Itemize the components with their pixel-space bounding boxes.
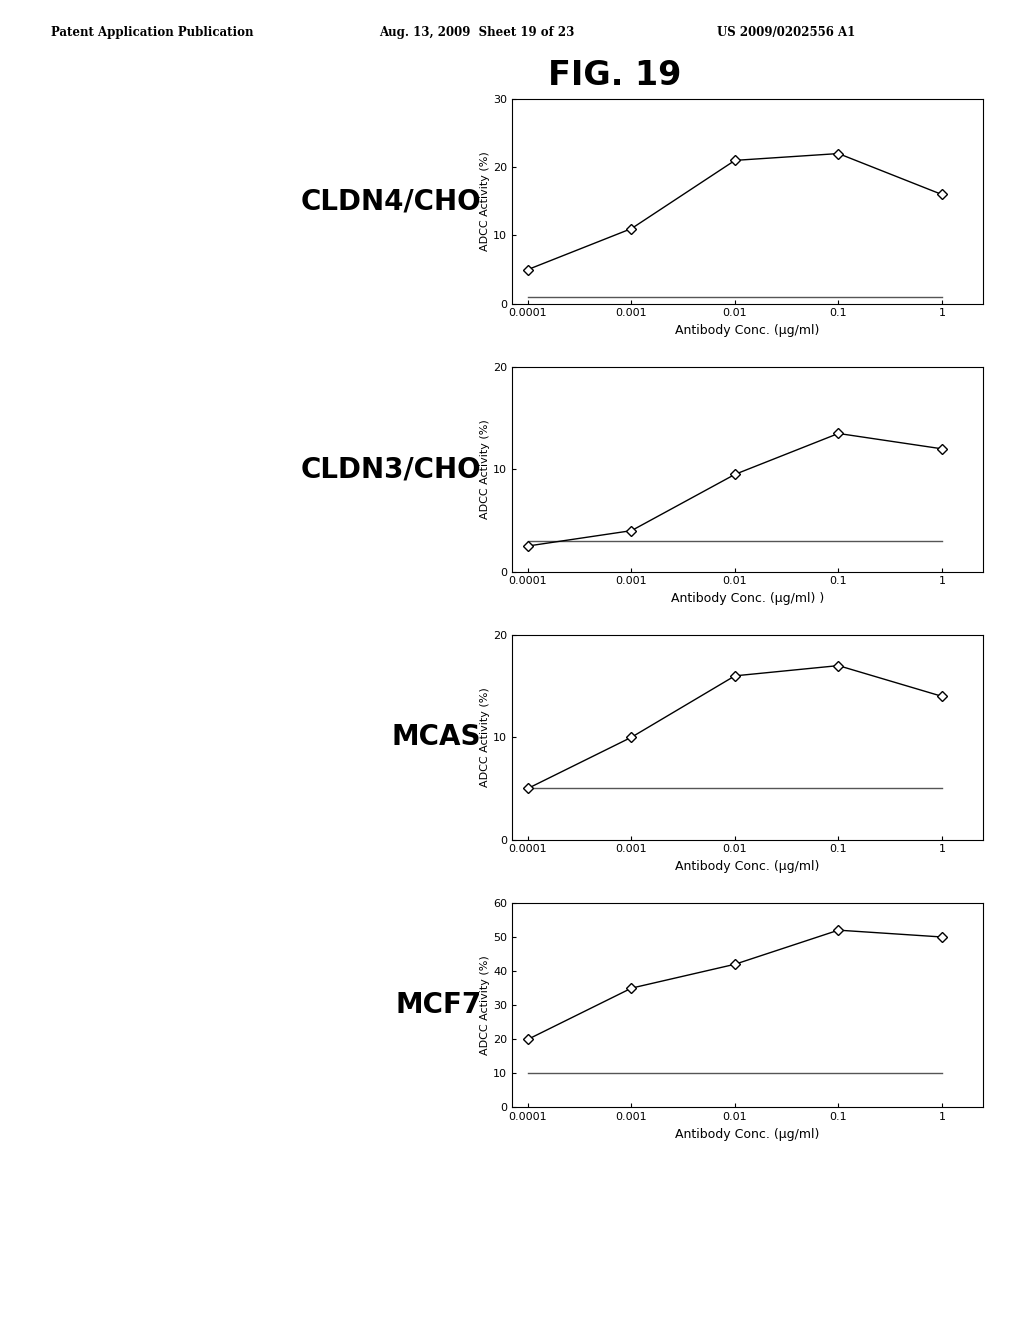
Text: CLDN4/CHO: CLDN4/CHO (301, 187, 481, 215)
Y-axis label: ADCC Activity (%): ADCC Activity (%) (480, 688, 490, 787)
Text: FIG. 19: FIG. 19 (548, 59, 681, 92)
Text: Aug. 13, 2009  Sheet 19 of 23: Aug. 13, 2009 Sheet 19 of 23 (379, 26, 574, 40)
X-axis label: Antibody Conc. (μg/ml): Antibody Conc. (μg/ml) (676, 1127, 819, 1140)
X-axis label: Antibody Conc. (μg/ml): Antibody Conc. (μg/ml) (676, 859, 819, 873)
Y-axis label: ADCC Activity (%): ADCC Activity (%) (480, 420, 490, 519)
Text: Patent Application Publication: Patent Application Publication (51, 26, 254, 40)
Text: MCAS: MCAS (392, 723, 481, 751)
Text: MCF7: MCF7 (395, 991, 481, 1019)
Y-axis label: ADCC Activity (%): ADCC Activity (%) (480, 956, 490, 1055)
Y-axis label: ADCC Activity (%): ADCC Activity (%) (480, 152, 490, 251)
Text: US 2009/0202556 A1: US 2009/0202556 A1 (717, 26, 855, 40)
X-axis label: Antibody Conc. (μg/ml): Antibody Conc. (μg/ml) (676, 323, 819, 337)
X-axis label: Antibody Conc. (μg/ml) ): Antibody Conc. (μg/ml) ) (671, 591, 824, 605)
Text: CLDN3/CHO: CLDN3/CHO (301, 455, 481, 483)
